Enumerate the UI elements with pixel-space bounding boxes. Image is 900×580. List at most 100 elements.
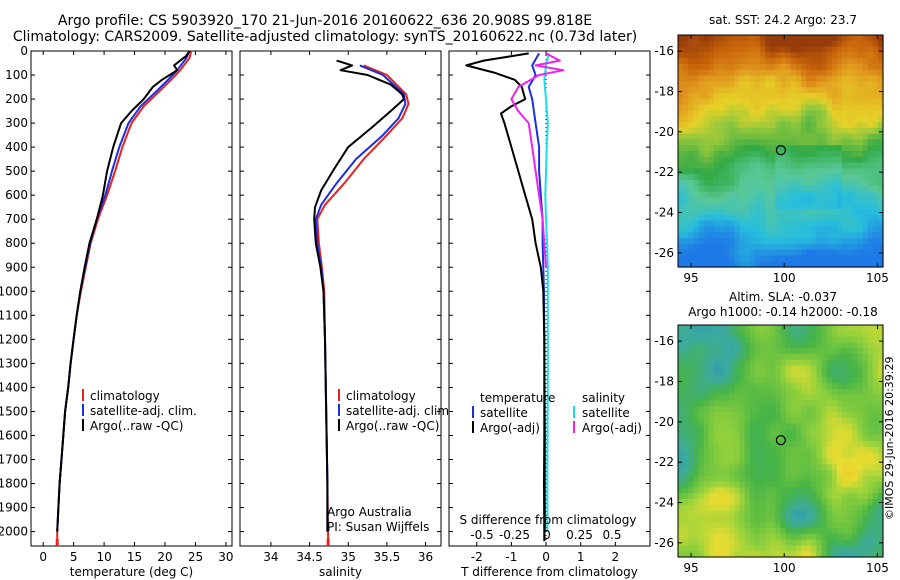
heatmap-cell — [765, 406, 771, 413]
heatmap-cell — [836, 475, 843, 483]
heatmap-cell — [719, 539, 725, 546]
heatmap-cell — [719, 458, 725, 465]
heatmap-cell — [775, 249, 782, 256]
heatmap-cell — [729, 139, 735, 146]
heatmap-cell — [693, 475, 700, 483]
heatmap-cell — [698, 371, 705, 378]
heatmap-cell — [816, 185, 823, 193]
heatmap-cell — [749, 458, 756, 465]
heatmap-cell — [831, 348, 838, 355]
heatmap-cell — [811, 446, 817, 454]
heatmap-cell — [765, 516, 771, 523]
heatmap-cell — [729, 545, 735, 552]
heatmap-cell — [872, 139, 879, 146]
heatmap-cell — [765, 330, 771, 338]
heatmap-cell — [683, 464, 689, 471]
heatmap-cell — [836, 452, 843, 459]
heatmap-cell — [739, 452, 746, 459]
heatmap-cell — [857, 423, 864, 430]
heatmap-cell — [708, 104, 715, 111]
heatmap-cell — [713, 388, 720, 396]
heatmap-cell — [795, 551, 802, 558]
heatmap-cell — [683, 133, 689, 140]
heatmap-cell — [831, 180, 838, 187]
heatmap-cell — [678, 325, 684, 332]
heatmap-cell — [842, 452, 848, 459]
heatmap-cell — [678, 528, 684, 535]
heatmap-cell — [816, 133, 823, 140]
heatmap-cell — [760, 342, 766, 349]
heatmap-cell — [729, 452, 735, 459]
heatmap-cell — [719, 98, 725, 106]
heatmap-cell — [826, 162, 833, 169]
heatmap-cell — [847, 510, 853, 517]
heatmap-cell — [713, 93, 720, 100]
heatmap-cell — [852, 238, 858, 245]
heatmap-cell — [754, 481, 761, 488]
heatmap-cell — [765, 209, 771, 216]
heatmap-cell — [688, 522, 694, 529]
heatmap-cell — [703, 475, 710, 483]
heatmap-cell — [678, 261, 684, 268]
heatmap-cell — [765, 232, 771, 239]
heatmap-cell — [816, 342, 823, 349]
heatmap-cell — [719, 35, 725, 42]
heatmap-cell — [708, 122, 715, 129]
heatmap-cell — [765, 499, 771, 506]
heatmap-cell — [765, 423, 771, 430]
heatmap-cell — [708, 354, 715, 361]
heatmap-cell — [708, 336, 715, 343]
heatmap-cell — [703, 516, 710, 523]
heatmap-cell — [801, 441, 807, 448]
heatmap-cell — [754, 203, 761, 210]
heatmap-cell — [729, 487, 735, 494]
heatmap-cell — [693, 238, 700, 245]
heatmap-cell — [708, 429, 715, 436]
heatmap-cell — [806, 69, 812, 77]
heatmap-cell — [754, 452, 761, 459]
heatmap-cell — [754, 533, 761, 541]
heatmap-cell — [739, 464, 746, 471]
heatmap-cell — [780, 458, 787, 465]
heatmap-cell — [831, 470, 838, 477]
heatmap-cell — [862, 139, 869, 146]
heatmap-cell — [698, 191, 705, 198]
heatmap-cell — [842, 516, 848, 523]
heatmap-cell — [698, 551, 705, 558]
heatmap-cell — [729, 377, 735, 384]
heatmap-cell — [857, 504, 864, 512]
heatmap-cell — [775, 104, 782, 111]
heatmap-cell — [770, 388, 776, 396]
heatmap-cell — [688, 174, 694, 181]
heatmap-cell — [734, 406, 741, 413]
heatmap-cell — [862, 104, 869, 111]
heatmap-cell — [857, 110, 864, 117]
heatmap-cell — [867, 516, 874, 523]
heatmap-cell — [698, 400, 705, 407]
heatmap-cell — [785, 499, 792, 506]
heatmap-cell — [811, 371, 817, 378]
heatmap-cell — [693, 40, 700, 48]
heatmap-cell — [693, 81, 700, 88]
heatmap-cell — [836, 162, 843, 169]
heatmap-cell — [790, 185, 797, 193]
heatmap-cell — [831, 52, 838, 59]
heatmap-cell — [713, 516, 720, 523]
heatmap-cell — [877, 93, 884, 100]
x-tick-label: 100 — [773, 561, 796, 575]
heatmap-cell — [744, 69, 751, 77]
heatmap-cell — [749, 35, 756, 42]
y-tick-label: 1200 — [0, 332, 28, 346]
heatmap-cell — [806, 185, 812, 193]
heatmap-cell — [816, 52, 823, 59]
heatmap-cell — [703, 139, 710, 146]
heatmap-cell — [703, 209, 710, 216]
heatmap-cell — [806, 93, 812, 100]
heatmap-cell — [760, 116, 766, 123]
heatmap-cell — [780, 446, 787, 454]
heatmap-cell — [867, 510, 874, 517]
heatmap-cell — [693, 359, 700, 367]
heatmap-cell — [760, 214, 766, 222]
heatmap-cell — [852, 400, 858, 407]
heatmap-cell — [862, 58, 869, 65]
